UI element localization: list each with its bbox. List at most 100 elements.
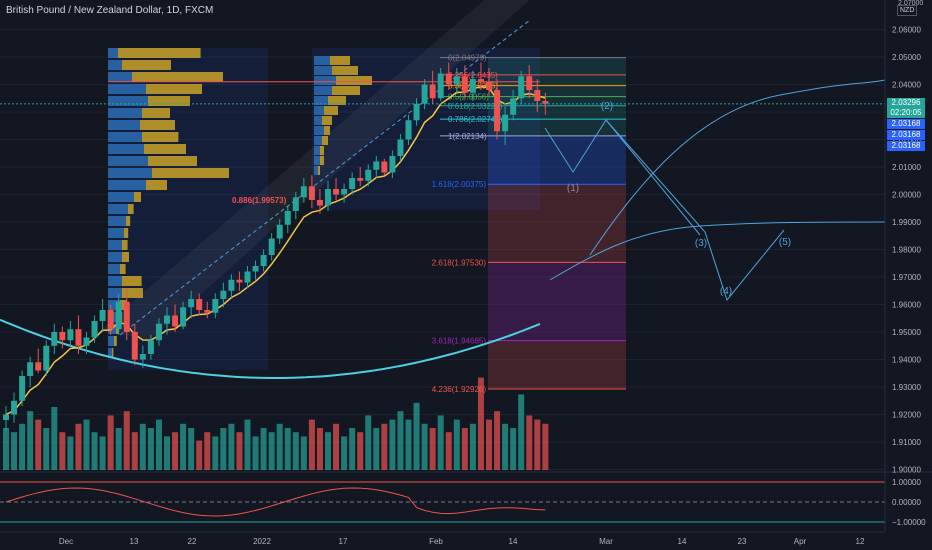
volume-bar	[421, 423, 428, 470]
candle-body	[155, 323, 162, 341]
candle-body	[333, 189, 340, 195]
volume-profile-bar	[132, 72, 223, 82]
volume-bar	[276, 423, 283, 470]
y-axis-tick-label: 2.02000	[892, 136, 921, 145]
volume-bar	[67, 436, 74, 470]
y-axis-tick-label: 1.95000	[892, 328, 921, 337]
volume-bar	[220, 428, 227, 470]
candle-body	[27, 362, 34, 376]
volume-bar	[325, 432, 331, 470]
candle-body	[341, 189, 348, 195]
volume-bar	[542, 423, 549, 470]
volume-profile-bar	[324, 126, 330, 135]
fib-level-label: 0.786(2.02743)	[448, 115, 503, 124]
volume-profile-bar	[332, 86, 360, 95]
volume-bar	[316, 428, 323, 470]
volume-profile-bar	[126, 216, 131, 226]
volume-profile-bar	[144, 144, 186, 154]
volume-bar	[300, 436, 307, 470]
volume-bar	[139, 423, 146, 470]
volume-profile-bar	[108, 144, 144, 154]
candle-body	[526, 76, 533, 90]
volume-bar	[453, 419, 460, 470]
volume-bar	[397, 411, 404, 470]
volume-profile-bar	[108, 156, 148, 166]
candle-body	[308, 186, 315, 200]
price-tag: 02:20:05	[887, 108, 925, 118]
x-axis-tick-label: 17	[339, 537, 348, 546]
wave-label: (1)	[567, 183, 579, 194]
volume-bar	[59, 432, 66, 470]
volume-profile-bar	[108, 168, 152, 178]
volume-profile-bar	[108, 348, 112, 358]
candle-body	[486, 81, 492, 90]
fib-level-label: 1.618(2.00375)	[432, 180, 487, 189]
volume-bar	[147, 428, 154, 470]
candle-body	[99, 310, 106, 321]
wave-label: (5)	[779, 237, 791, 248]
volume-profile-bar	[108, 264, 120, 274]
candle-body	[373, 161, 380, 170]
volume-profile-bar	[152, 168, 229, 178]
volume-bar	[413, 402, 420, 470]
currency-badge[interactable]: NZD	[897, 5, 918, 16]
wave-projection	[544, 119, 785, 302]
price-tag: 2.03168	[887, 130, 925, 140]
volume-bar	[502, 423, 509, 470]
candle-body	[67, 329, 74, 341]
volume-bar	[429, 428, 436, 470]
volume-bar	[437, 415, 444, 470]
volume-profile-bar	[108, 108, 142, 118]
candle-body	[357, 178, 364, 181]
volume-bar	[19, 423, 26, 470]
x-axis-tick-label: 14	[509, 537, 518, 546]
volume-profile-bar	[108, 180, 146, 190]
volume-bar	[164, 436, 170, 470]
candle-body	[139, 354, 146, 360]
oscillator-line	[5, 487, 546, 517]
volume-profile-bar	[108, 240, 122, 250]
volume-bar	[308, 419, 315, 470]
stop-zone	[488, 262, 626, 341]
candle-body	[180, 307, 187, 327]
fib-level-label: 3.618(1.94685)	[432, 337, 487, 346]
volume-profile-bar	[314, 76, 336, 85]
volume-profile-bar	[320, 146, 324, 155]
oscillator-tick-label: 1.00000	[892, 478, 921, 487]
volume-bar	[518, 394, 525, 470]
candle-body	[453, 76, 460, 85]
volume-bar	[188, 428, 195, 470]
y-axis-tick-label: 1.90000	[892, 466, 921, 475]
candle-body	[196, 299, 203, 310]
x-axis-tick-label: Mar	[599, 537, 613, 546]
volume-profile-bar	[142, 108, 170, 118]
volume-profile-bar	[108, 276, 122, 286]
volume-profile-bar	[314, 126, 324, 135]
chart-title: British Pound / New Zealand Dollar, 1D, …	[6, 5, 214, 16]
volume-bar	[75, 423, 82, 470]
volume-profile-bar	[108, 228, 124, 238]
candle-body	[325, 189, 331, 206]
candle-body	[220, 290, 227, 299]
y-axis-tick-label: 2.01000	[892, 163, 921, 172]
candle-body	[188, 299, 195, 308]
candle-body	[276, 224, 283, 239]
candle-body	[389, 156, 396, 173]
stop-zone	[488, 340, 626, 390]
candle-body	[115, 301, 122, 330]
volume-profile-bar	[140, 120, 175, 130]
fib-level-label: 0(2.04979)	[448, 54, 487, 63]
volume-profile-bar	[112, 348, 114, 358]
volume-profile-bar	[146, 180, 167, 190]
volume-bar	[236, 432, 243, 470]
volume-profile-bar	[108, 120, 140, 130]
x-axis-tick-label: Feb	[429, 537, 443, 546]
volume-profile-bar	[122, 240, 128, 250]
volume-bar	[91, 432, 98, 470]
candle-body	[381, 161, 388, 173]
y-axis-tick-label: 1.91000	[892, 438, 921, 447]
x-axis-tick-label: 2022	[253, 537, 271, 546]
price-tag: 2.03296	[887, 98, 925, 108]
candle-body	[405, 120, 412, 140]
